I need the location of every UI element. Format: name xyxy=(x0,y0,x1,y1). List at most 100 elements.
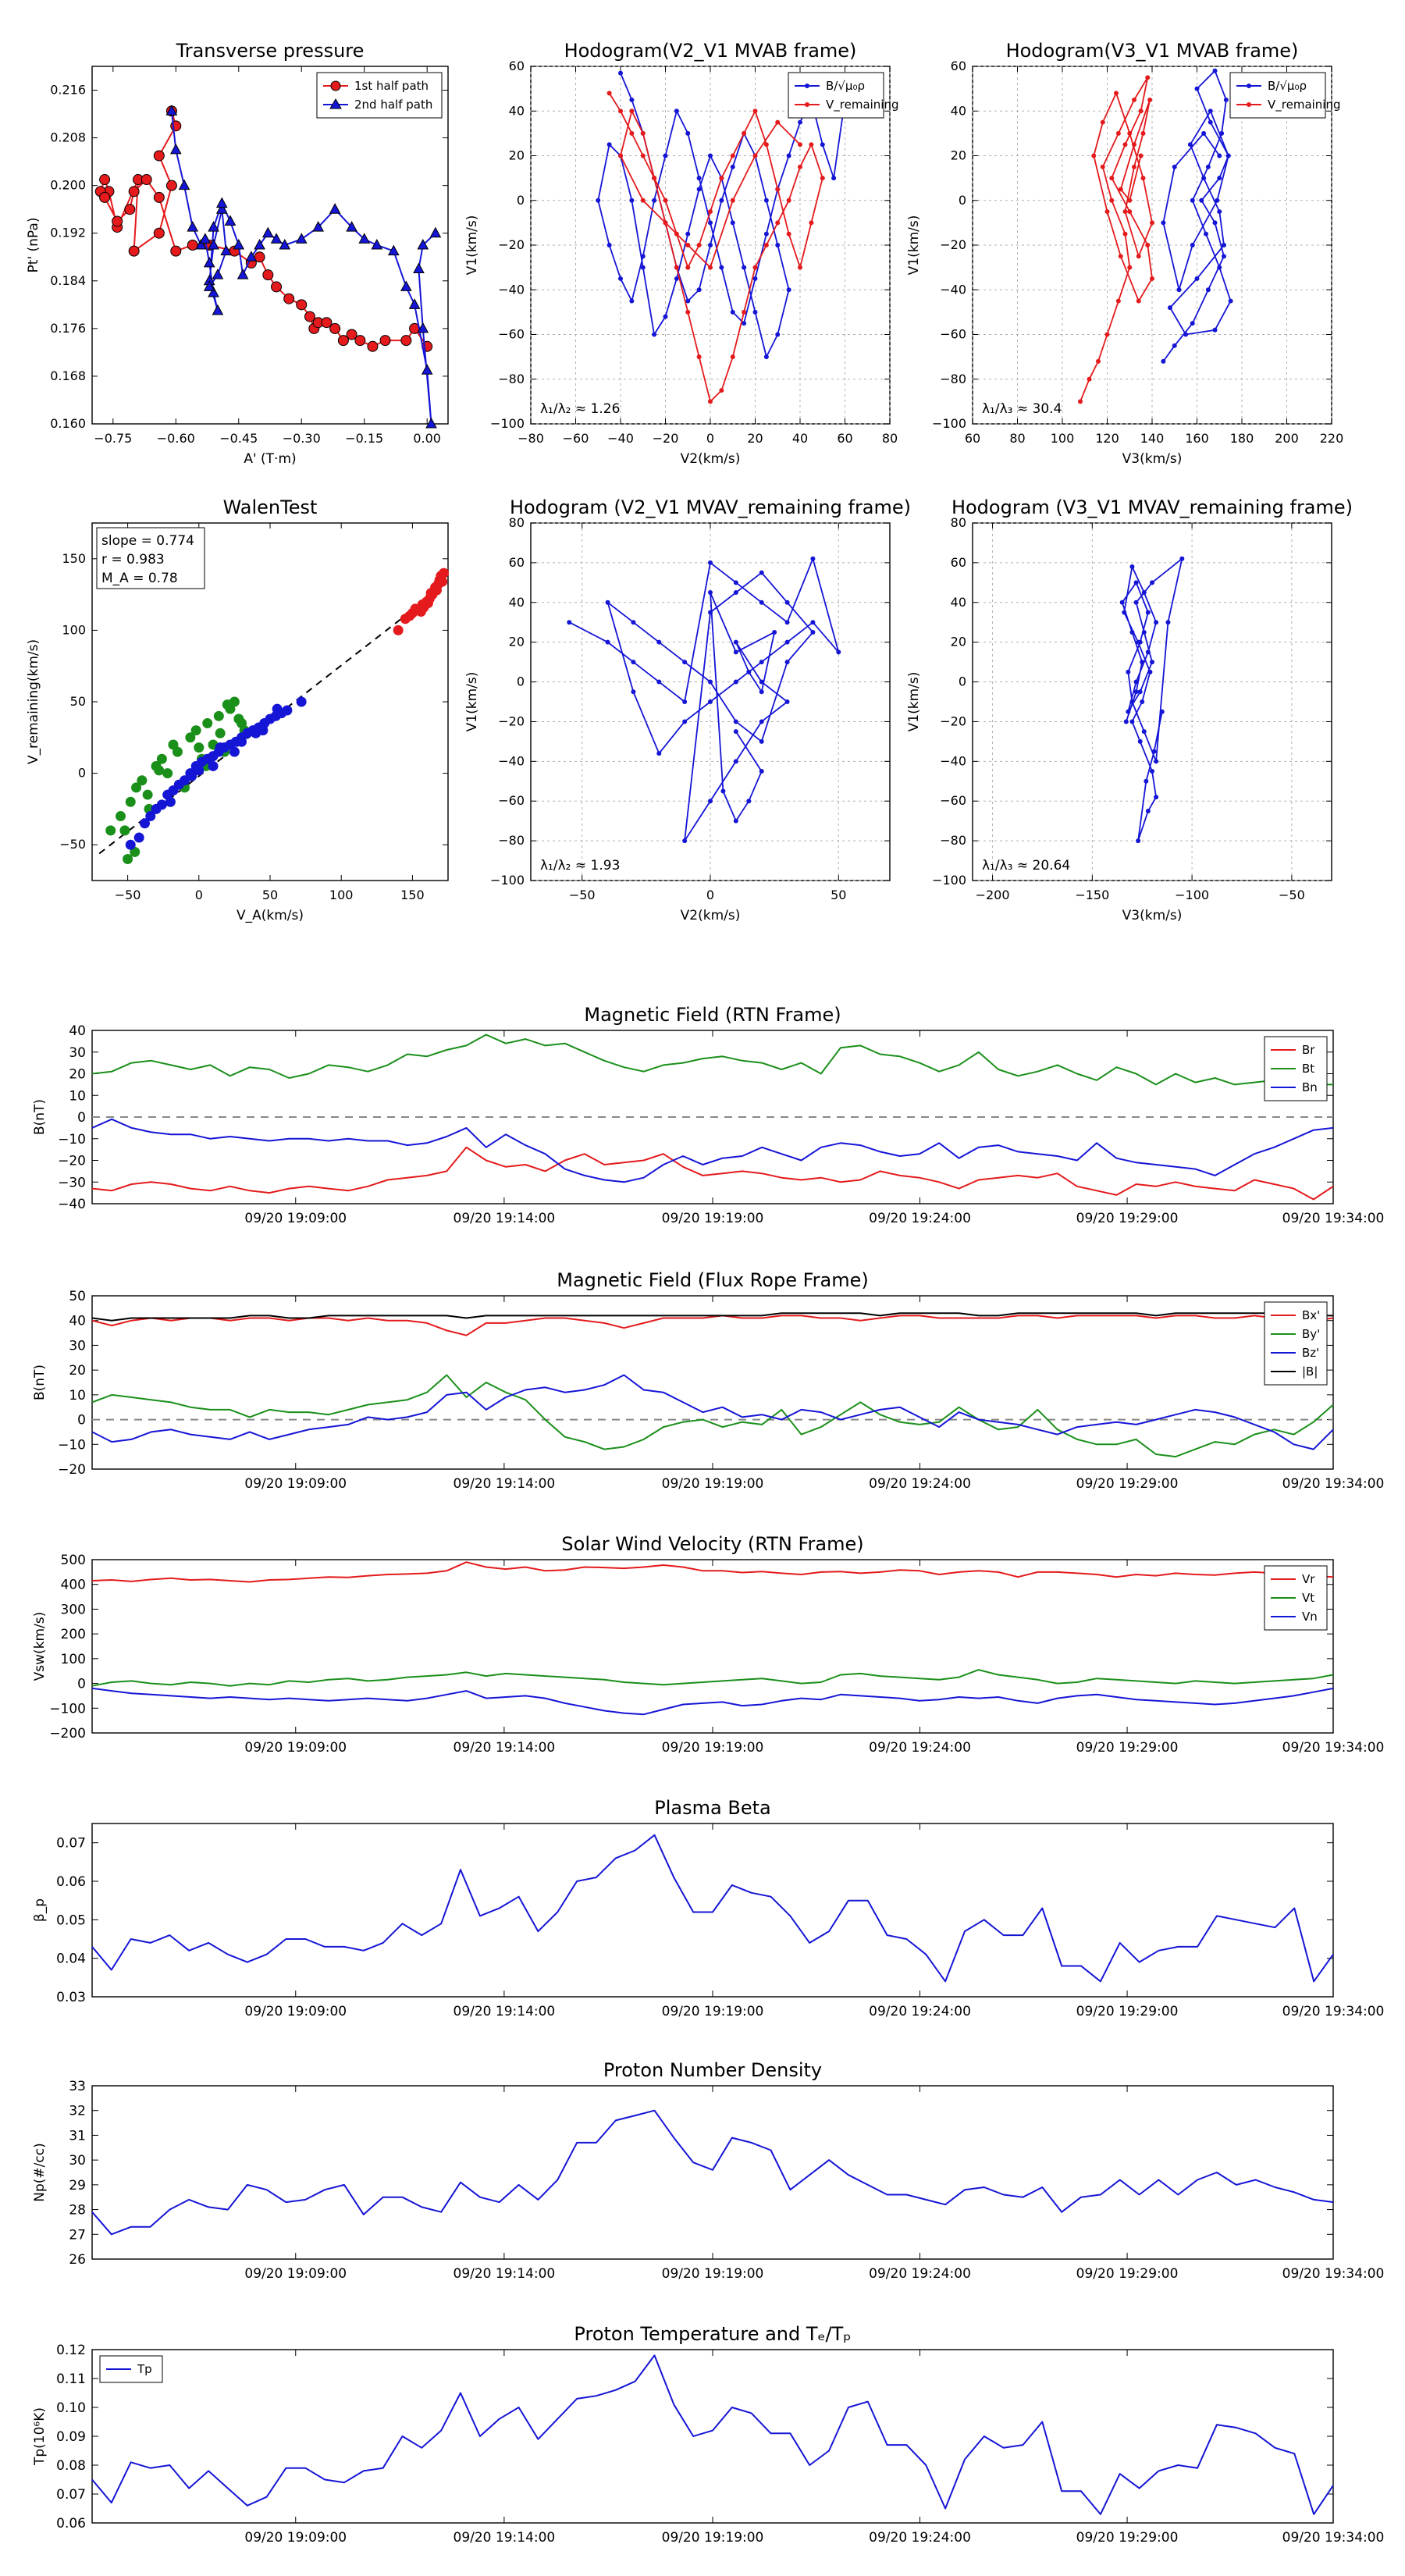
scatter-point-red xyxy=(437,576,448,587)
y-tick-label: 0.10 xyxy=(56,2400,86,2416)
x-tick-label: 09/20 19:34:00 xyxy=(1282,2530,1385,2546)
y-tick-label: 0.07 xyxy=(56,2487,86,2503)
scatter-point-green xyxy=(115,811,126,822)
y-axis-label: Pt' (nPa) xyxy=(26,218,41,273)
hodogram-point xyxy=(1104,332,1110,337)
y-tick-label: −60 xyxy=(940,793,966,808)
scatter-point-green xyxy=(162,768,173,779)
x-tick-label: −40 xyxy=(607,431,634,446)
hodogram-point xyxy=(1150,580,1154,585)
y-tick-label: −40 xyxy=(940,753,966,768)
hodogram-point xyxy=(596,197,601,203)
chart-title: Transverse pressure xyxy=(176,40,365,62)
hodogram-point xyxy=(1190,243,1195,247)
y-tick-label: 10 xyxy=(69,1388,86,1404)
marker-2nd-half xyxy=(329,203,341,214)
marker-2nd-half xyxy=(261,226,274,238)
y-tick-label: 0.208 xyxy=(50,130,86,145)
hodogram-point xyxy=(629,130,635,136)
x-tick-label: 09/20 19:09:00 xyxy=(244,2004,347,2019)
legend-label: 2nd half path xyxy=(354,98,432,112)
hodogram-point xyxy=(784,620,790,625)
hodogram-point xyxy=(708,220,713,226)
x-tick-label: 150 xyxy=(400,888,425,902)
hodogram-point xyxy=(784,660,790,665)
marker-1st-half xyxy=(329,322,341,334)
y-axis-label: V1(km/s) xyxy=(906,672,922,732)
x-tick-label: 50 xyxy=(262,888,278,902)
hodogram-point xyxy=(685,243,691,247)
hodogram-point xyxy=(746,799,752,804)
marker-2nd-half xyxy=(245,251,258,262)
chart-hodo-mvav-v2: Hodogram (V2_V1 MVAV_remaining frame) −50… xyxy=(464,496,911,923)
series-line-bt xyxy=(91,1034,1333,1086)
legend-label: Bx' xyxy=(1302,1308,1320,1322)
hodogram-point xyxy=(1129,564,1135,569)
x-tick-label: 50 xyxy=(831,888,846,902)
legend-label: Tp xyxy=(137,2362,152,2376)
hodogram-point xyxy=(640,153,646,158)
y-tick-label: 20 xyxy=(951,148,966,163)
hodogram-point xyxy=(708,560,713,565)
hodogram-point xyxy=(629,97,635,102)
x-tick-label: 09/20 19:34:00 xyxy=(1282,2266,1385,2282)
y-tick-label: −20 xyxy=(498,237,525,252)
y-tick-label: 50 xyxy=(69,1289,86,1304)
legend-label: |B| xyxy=(1302,1364,1318,1379)
x-tick-label: 140 xyxy=(1140,431,1165,446)
x-axis-label: V3(km/s) xyxy=(1122,451,1183,467)
marker-1st-half xyxy=(367,340,379,352)
hodogram-point xyxy=(733,679,738,685)
hodogram-point xyxy=(1154,795,1159,800)
marker-1st-half xyxy=(379,335,391,347)
scatter-point-blue xyxy=(272,703,283,714)
hodogram-point xyxy=(708,799,713,804)
hodogram-point xyxy=(640,130,646,136)
hodogram-point xyxy=(629,298,635,304)
x-tick-label: 120 xyxy=(1095,431,1119,446)
marker-1st-half xyxy=(128,186,140,197)
hodogram-point xyxy=(775,243,781,247)
hodogram-point xyxy=(836,649,841,655)
hodogram-point xyxy=(1136,298,1141,304)
scatter-point-blue xyxy=(237,736,247,747)
marker-2nd-half xyxy=(208,221,219,232)
hodogram-point xyxy=(1147,97,1153,102)
y-tick-label: 0.09 xyxy=(56,2429,86,2445)
marker-2nd-half xyxy=(215,203,228,214)
x-tick-label: 09/20 19:09:00 xyxy=(244,1740,347,1756)
hodogram-point xyxy=(730,220,735,226)
hodogram-point xyxy=(606,91,612,96)
hodogram-point xyxy=(1165,620,1171,625)
scatter-point-blue xyxy=(165,796,176,807)
y-tick-label: 31 xyxy=(69,2128,86,2144)
hodogram-point xyxy=(1190,197,1195,203)
hodogram-point xyxy=(1122,610,1127,615)
chart-title: WalenTest xyxy=(223,496,318,518)
stats-box xyxy=(96,527,205,589)
hodogram-point xyxy=(652,332,657,337)
hodogram-point xyxy=(1208,119,1213,125)
hodogram-point xyxy=(1087,376,1092,382)
hodogram-point xyxy=(1145,808,1151,813)
hodogram-point xyxy=(674,109,679,114)
series-line-by xyxy=(91,1374,1334,1458)
y-tick-label: −40 xyxy=(498,753,525,768)
hodogram-point xyxy=(1115,130,1121,136)
scatter-point-red xyxy=(415,607,426,617)
y-tick-label: 20 xyxy=(69,1067,86,1083)
x-tick-label: −0.60 xyxy=(157,431,195,446)
y-tick-label: 80 xyxy=(951,515,966,530)
hodogram-point xyxy=(1132,164,1136,169)
hodogram-point xyxy=(1225,153,1231,158)
marker-2nd-half xyxy=(346,221,357,232)
hodogram-point xyxy=(1217,176,1222,181)
hodogram-point xyxy=(733,580,738,585)
x-tick-label: 09/20 19:19:00 xyxy=(662,2530,764,2546)
x-tick-label: 09/20 19:24:00 xyxy=(869,2266,971,2282)
x-tick-label: 09/20 19:24:00 xyxy=(869,2530,971,2546)
chart-bfield-rtn: Magnetic Field (RTN Frame) −40 −30 −20 −10 0 1… xyxy=(32,1004,1384,1226)
y-axis-label: V1(km/s) xyxy=(464,215,480,276)
chart-hodo-mvab-v3: Hodogram(V3_V1 MVAB frame) 60 80 100 120 140 1… xyxy=(906,40,1343,467)
hodogram-path-blue xyxy=(1162,69,1232,362)
